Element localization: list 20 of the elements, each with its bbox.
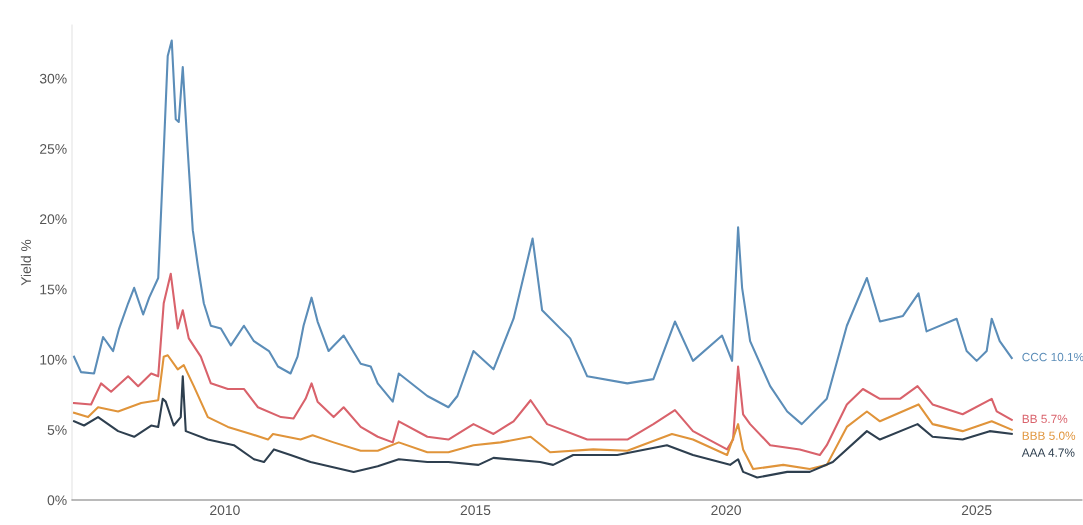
x-tick-label: 2015 [460,505,491,516]
y-tick-label: 10% [40,354,67,365]
y-tick-label: 30% [39,73,67,84]
series-label: AAA 4.7% [1021,448,1075,457]
y-tick-label: 0% [47,495,67,506]
series-label: CCC 10.1% [1022,352,1083,362]
y-tick-label: 20% [40,214,67,225]
y-tick-label: 15% [40,284,67,295]
y-axis-title: Yield % [20,239,32,286]
x-tick-label: 2010 [210,505,240,516]
line-series [72,375,1013,479]
line-series [72,272,1013,457]
line-series [72,39,1013,426]
series-label: BBB 5.0% [1022,431,1076,440]
x-tick-label: 2025 [961,505,992,516]
y-tick-label: 25% [40,144,67,154]
y-tick-label: 5% [47,425,67,435]
x-tick-label: 2020 [711,505,741,516]
line-series [72,354,1013,471]
series-label: BB 5.7% [1022,414,1068,424]
